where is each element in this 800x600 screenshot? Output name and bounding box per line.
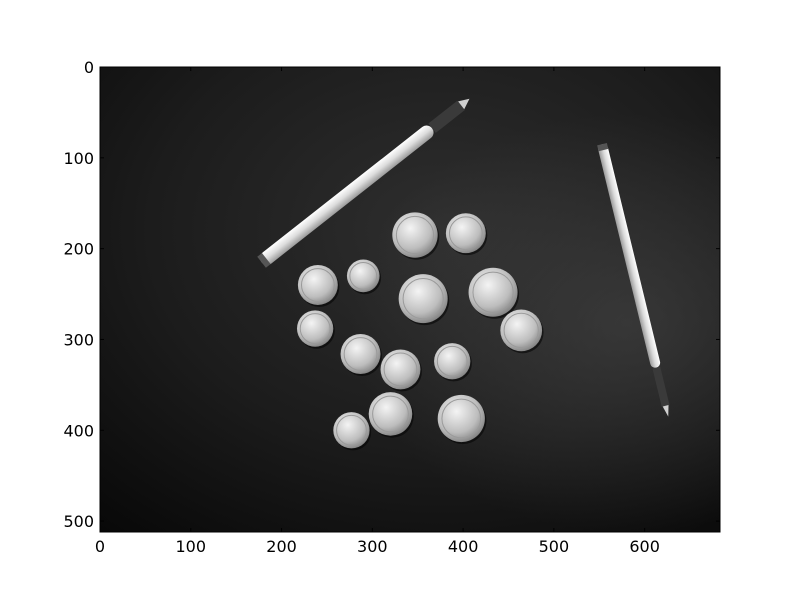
- x-tick-label: 600: [629, 537, 660, 556]
- coin-face: [380, 349, 420, 389]
- y-tick-label: 200: [63, 240, 94, 259]
- coin-face: [341, 334, 381, 374]
- coin-face: [399, 274, 448, 323]
- coin-face: [369, 392, 413, 436]
- y-tick-label: 300: [63, 330, 94, 349]
- y-tick-label: 0: [84, 58, 94, 77]
- coin-face: [297, 310, 333, 346]
- coin-face: [392, 212, 437, 257]
- x-tick-label: 100: [176, 537, 207, 556]
- coin-face: [500, 310, 542, 352]
- coin-face: [446, 213, 486, 253]
- y-tick-label: 100: [63, 149, 94, 168]
- coin-face: [298, 265, 338, 305]
- x-tick-label: 0: [95, 537, 105, 556]
- coin-face: [469, 268, 518, 317]
- coin-face: [438, 395, 485, 442]
- coin-face: [434, 343, 470, 379]
- x-tick-label: 200: [266, 537, 297, 556]
- y-tick-label: 500: [63, 512, 94, 531]
- y-tick-label: 400: [63, 421, 94, 440]
- photo-image: [100, 67, 720, 532]
- x-tick-label: 500: [539, 537, 570, 556]
- x-tick-label: 300: [357, 537, 388, 556]
- coin-face: [333, 412, 369, 448]
- coin-face: [347, 260, 380, 293]
- x-tick-label: 400: [448, 537, 479, 556]
